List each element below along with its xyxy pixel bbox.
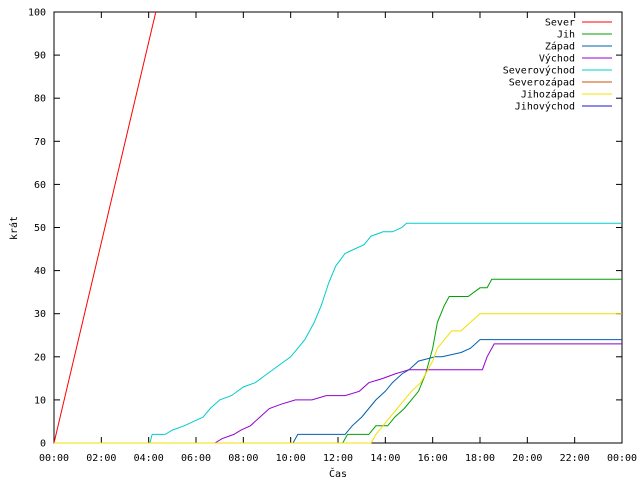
x-tick-label: 04:00 [134,453,164,464]
x-tick-label: 12:00 [323,453,353,464]
legend-label: Jihovýchod [515,101,575,113]
x-tick-label: 00:00 [39,453,69,464]
legend-label: Sever [545,18,575,29]
x-tick-label: 10:00 [276,453,306,464]
series-line-Západ [54,339,622,444]
y-tick-label: 70 [34,137,46,148]
y-tick-label: 40 [34,266,46,277]
series-line-Severovýchod [54,222,622,444]
axis-tick-labels: 00:00 02:00 04:00 06:00 08:00 10:00 12:00 14:00… [28,8,637,465]
legend-label: Jih [557,30,575,41]
x-tick-label: 18:00 [465,453,495,464]
x-tick-label: 00:00 [607,453,637,464]
x-axis-label: Čas [329,467,347,480]
legend-label: Severozápad [509,77,575,89]
y-axis-label: krát [8,216,20,240]
y-tick-label: 10 [34,395,46,406]
x-tick-label: 08:00 [228,453,258,464]
x-tick-label: 14:00 [370,453,400,464]
y-tick-label: 20 [34,352,46,363]
legend-label: Západ [545,41,575,53]
legend-label: Jihozápad [521,89,575,101]
y-tick-label: 100 [28,8,46,19]
series-line-Sever [53,11,157,444]
x-tick-label: 16:00 [418,453,448,464]
x-tick-label: 22:00 [560,453,590,464]
y-tick-label: 90 [34,51,46,62]
x-tick-label: 06:00 [181,453,211,464]
y-tick-label: 80 [34,94,46,105]
series-line-Jih [54,278,622,444]
legend-label: Severovýchod [503,65,575,77]
legend: SeverJihZápadVýchodSeverovýchodSeverozáp… [503,18,612,113]
y-tick-label: 50 [34,223,46,234]
y-tick-label: 0 [40,439,46,450]
legend-label: Východ [539,53,575,65]
series-line-Jihozápad [54,313,622,444]
y-tick-label: 60 [34,180,46,191]
series-line-Východ [54,343,622,444]
y-tick-label: 30 [34,309,46,320]
x-tick-label: 20:00 [512,453,542,464]
axis-ticks [53,11,623,444]
series-lines [53,11,622,444]
x-tick-label: 02:00 [86,453,116,464]
